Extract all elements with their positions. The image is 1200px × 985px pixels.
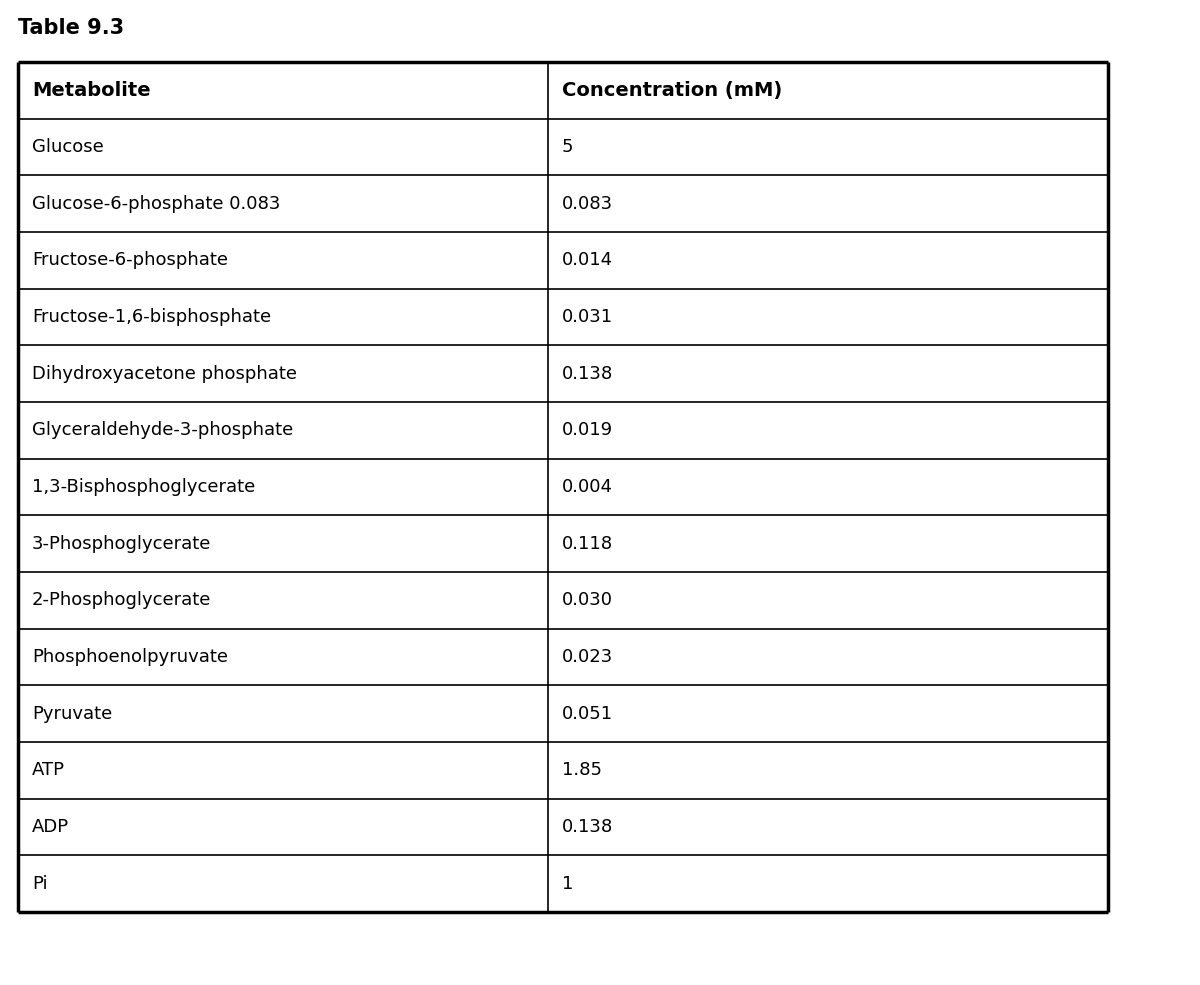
Text: 1: 1 <box>562 875 574 892</box>
Text: 0.051: 0.051 <box>562 704 613 723</box>
Text: 5: 5 <box>562 138 574 156</box>
Text: 0.014: 0.014 <box>562 251 613 269</box>
Text: Pi: Pi <box>32 875 48 892</box>
Text: Concentration (mM): Concentration (mM) <box>562 81 782 99</box>
Text: ADP: ADP <box>32 818 70 836</box>
Text: Dihydroxyacetone phosphate: Dihydroxyacetone phosphate <box>32 364 298 382</box>
Text: 1,3-Bisphosphoglycerate: 1,3-Bisphosphoglycerate <box>32 478 256 496</box>
Text: Metabolite: Metabolite <box>32 81 151 99</box>
Text: 3-Phosphoglycerate: 3-Phosphoglycerate <box>32 535 211 553</box>
Text: 0.118: 0.118 <box>562 535 613 553</box>
Text: Glucose: Glucose <box>32 138 103 156</box>
Text: 0.031: 0.031 <box>562 308 613 326</box>
Text: 0.138: 0.138 <box>562 364 613 382</box>
Text: 0.019: 0.019 <box>562 422 613 439</box>
Text: 0.083: 0.083 <box>562 195 613 213</box>
Text: 0.004: 0.004 <box>562 478 613 496</box>
Text: Phosphoenolpyruvate: Phosphoenolpyruvate <box>32 648 228 666</box>
Text: 0.023: 0.023 <box>562 648 613 666</box>
Text: 0.030: 0.030 <box>562 591 613 610</box>
Text: 0.138: 0.138 <box>562 818 613 836</box>
Text: 1.85: 1.85 <box>562 761 602 779</box>
Text: Fructose-1,6-bisphosphate: Fructose-1,6-bisphosphate <box>32 308 271 326</box>
Text: Table 9.3: Table 9.3 <box>18 18 124 38</box>
Text: Fructose-6-phosphate: Fructose-6-phosphate <box>32 251 228 269</box>
Text: Pyruvate: Pyruvate <box>32 704 113 723</box>
Text: ATP: ATP <box>32 761 65 779</box>
Text: Glyceraldehyde-3-phosphate: Glyceraldehyde-3-phosphate <box>32 422 293 439</box>
Text: Glucose-6-phosphate 0.083: Glucose-6-phosphate 0.083 <box>32 195 281 213</box>
Text: 2-Phosphoglycerate: 2-Phosphoglycerate <box>32 591 211 610</box>
